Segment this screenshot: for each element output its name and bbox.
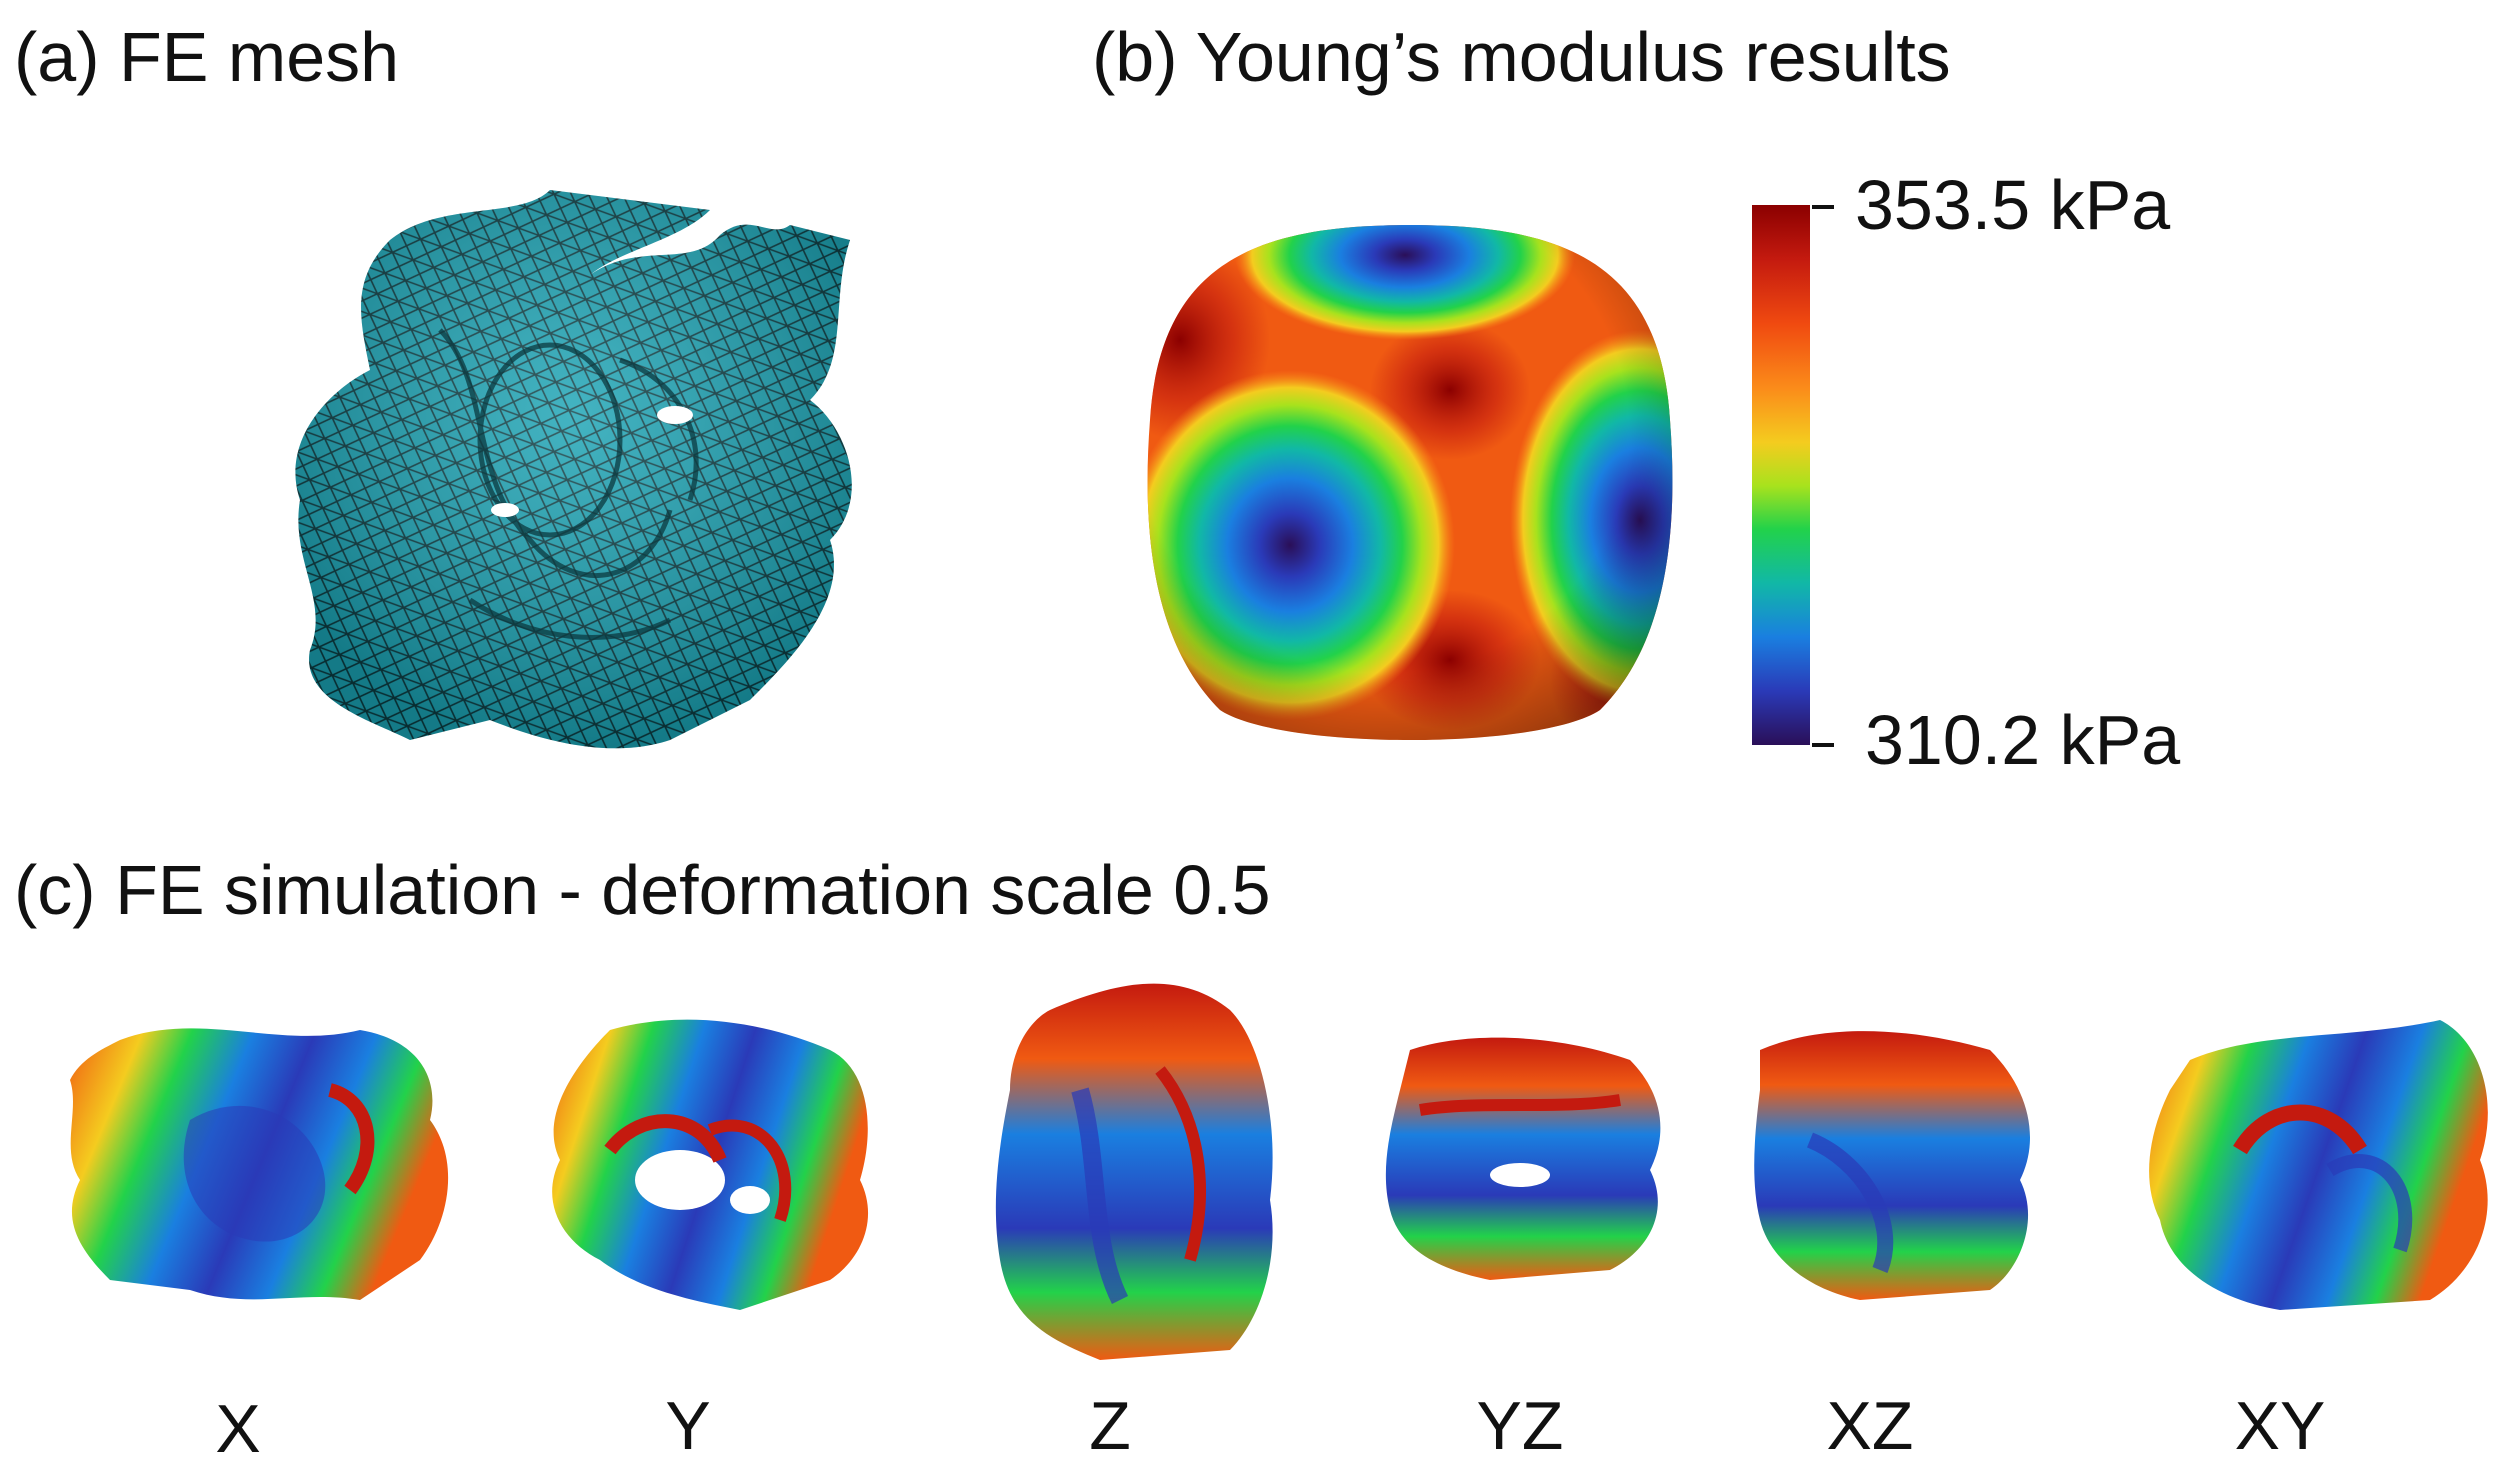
colorbar-max-label: 353.5 kPa: [1855, 166, 2171, 244]
mesh-body: [295, 190, 852, 749]
colorbar: [1752, 205, 1810, 745]
direction-label-yz: YZ: [1476, 1388, 1564, 1464]
fe-mesh-gyroid: [295, 190, 852, 749]
direction-label-xz: XZ: [1826, 1388, 1914, 1464]
direction-label-y: Y: [665, 1388, 711, 1464]
mesh-tunnels: [438, 328, 699, 640]
colorbar-min-label: 310.2 kPa: [1865, 701, 2181, 779]
panel-c-title: (c) FE simulation - deformation scale 0.…: [14, 851, 1271, 929]
deformed-shape-yz: [1385, 1037, 1661, 1280]
panel-b-title: (b) Young’s modulus results: [1092, 18, 1951, 96]
deformed-shape-z: [995, 983, 1273, 1360]
panel-a-title: (a) FE mesh: [14, 18, 400, 96]
deformed-shape-xy: [2149, 1020, 2488, 1310]
mesh-hole: [491, 503, 519, 517]
direction-label-x: X: [215, 1391, 261, 1467]
deformed-shape-x: [70, 1028, 449, 1300]
deformed-shape-y: [552, 1019, 869, 1310]
deformed-shape-xz: [1754, 1031, 2030, 1300]
colorbar-min-tick: [1812, 743, 1834, 747]
colorbar-max-tick: [1812, 205, 1834, 209]
deformation-results: [70, 983, 2488, 1360]
direction-label-xy: XY: [2234, 1388, 2326, 1464]
youngs-modulus-surface: [1147, 225, 1673, 740]
mesh-hole: [657, 406, 693, 424]
direction-label-z: Z: [1089, 1388, 1131, 1464]
